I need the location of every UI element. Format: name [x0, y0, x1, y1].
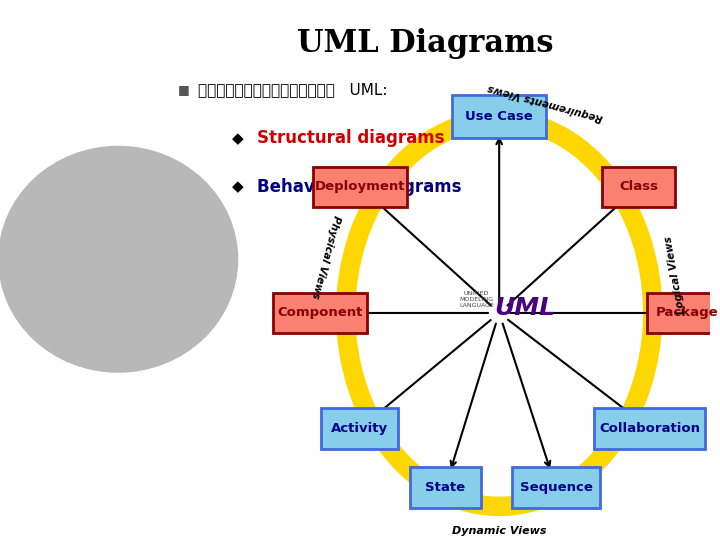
Text: UML: UML: [495, 295, 555, 320]
Text: Dynamic Views: Dynamic Views: [452, 525, 546, 536]
FancyBboxPatch shape: [313, 166, 407, 207]
Text: State: State: [425, 481, 465, 494]
Text: ชนดของไดอแกรมใน   UML:: ชนดของไดอแกรมใน UML:: [198, 83, 387, 98]
FancyBboxPatch shape: [452, 96, 546, 138]
FancyBboxPatch shape: [410, 468, 481, 508]
Text: ◆: ◆: [232, 179, 243, 194]
FancyBboxPatch shape: [273, 293, 367, 333]
Circle shape: [0, 146, 238, 372]
FancyBboxPatch shape: [595, 408, 706, 449]
Text: UML Diagrams: UML Diagrams: [297, 28, 554, 59]
Text: Package: Package: [655, 307, 718, 320]
FancyBboxPatch shape: [321, 408, 398, 449]
Text: Sequence: Sequence: [520, 481, 593, 494]
FancyBboxPatch shape: [601, 166, 675, 207]
Text: ◆: ◆: [232, 131, 243, 146]
Text: Deployment: Deployment: [315, 180, 405, 193]
Text: Component: Component: [277, 307, 363, 320]
Text: Requirements Views: Requirements Views: [487, 83, 604, 123]
Text: Activity: Activity: [331, 422, 388, 435]
Text: UNIFIED
MODELING
LANGUAGE: UNIFIED MODELING LANGUAGE: [459, 291, 494, 308]
Text: ■: ■: [178, 84, 189, 97]
Text: Class: Class: [619, 180, 658, 193]
FancyBboxPatch shape: [512, 468, 600, 508]
Text: Structural diagrams: Structural diagrams: [258, 130, 445, 147]
FancyBboxPatch shape: [647, 293, 720, 333]
Text: Behavioural diagrams: Behavioural diagrams: [258, 178, 462, 195]
Text: Collaboration: Collaboration: [600, 422, 701, 435]
Text: Use Case: Use Case: [465, 110, 533, 124]
Text: Physical Views: Physical Views: [310, 214, 342, 299]
Text: Logical Views: Logical Views: [664, 235, 688, 315]
